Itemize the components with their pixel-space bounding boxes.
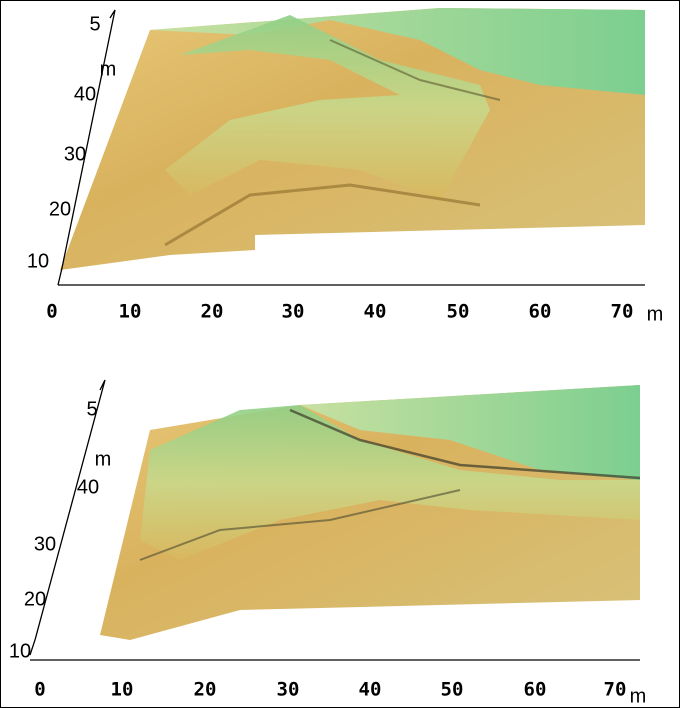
x-tick-label: 40 — [359, 679, 382, 701]
y-tick-label: 5 — [89, 13, 100, 35]
y-tick-label: 10 — [27, 250, 49, 272]
y-unit: m — [100, 58, 117, 80]
y-tick-label: 40 — [77, 476, 99, 498]
x-tick-label: 20 — [201, 301, 224, 323]
y-axis — [29, 379, 106, 656]
y-tick-label: 10 — [9, 640, 31, 662]
terrain-bottom — [100, 385, 641, 640]
x-tick-label: 50 — [447, 301, 470, 323]
x-tick-label: 40 — [364, 301, 387, 323]
x-tick-label: 60 — [524, 679, 547, 701]
x-tick-label: 30 — [282, 301, 305, 323]
y-axis — [57, 9, 116, 286]
x-tick-label: 30 — [277, 679, 300, 701]
x-tick-label: 0 — [34, 679, 45, 701]
x-tick-label: 50 — [441, 679, 464, 701]
x-unit: m — [630, 685, 647, 707]
y-tick-label: 40 — [74, 83, 96, 105]
x-unit: m — [647, 303, 664, 325]
y-tick-label: 20 — [49, 198, 71, 220]
x-tick-label: 10 — [119, 301, 142, 323]
x-tick-label: 20 — [194, 679, 217, 701]
y-tick-label: 5 — [86, 398, 97, 420]
y-tick-label: 30 — [64, 143, 86, 165]
terrain-top — [60, 8, 645, 270]
x-tick-label: 60 — [529, 301, 552, 323]
panel: 5 40 30 20 10 m 0 10 20 30 40 50 60 70 m — [27, 9, 664, 325]
y-tick-label: 30 — [34, 533, 56, 555]
x-tick-label: 70 — [611, 301, 634, 323]
x-tick-label: 70 — [604, 679, 627, 701]
y-tick-label: 20 — [24, 588, 46, 610]
x-tick-label: 0 — [46, 301, 57, 323]
x-tick-label: 10 — [111, 679, 134, 701]
y-unit: m — [95, 448, 112, 470]
